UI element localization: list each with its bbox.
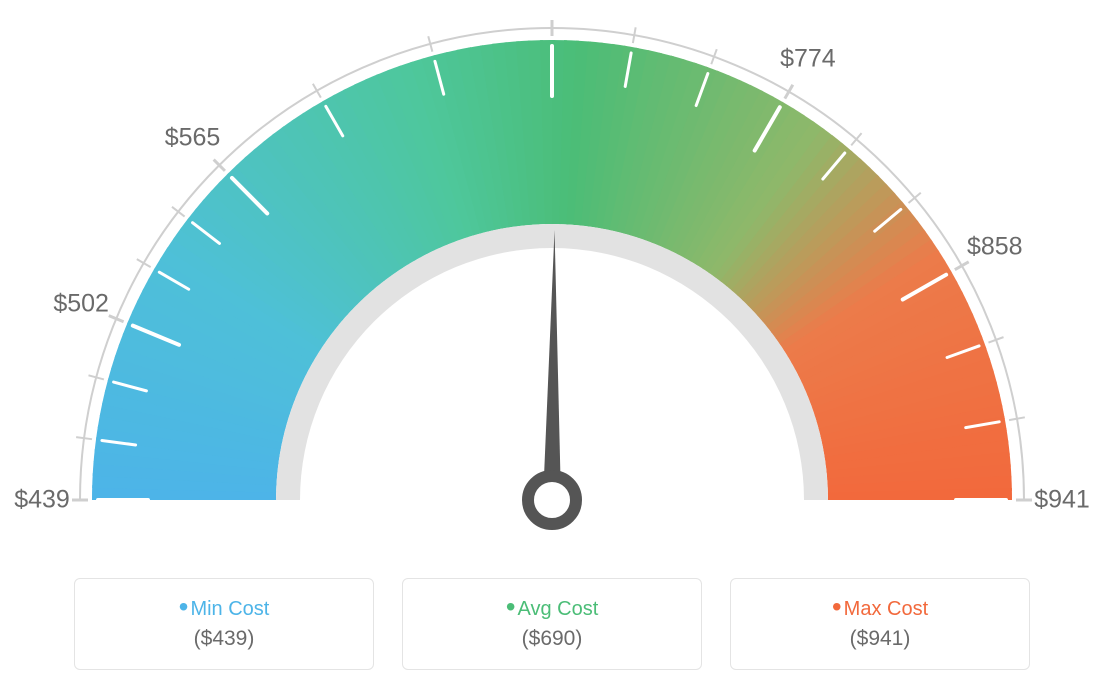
legend-title-max: • Max Cost [832,598,928,621]
legend-value-min: ($439) [194,627,255,651]
legend-label: Min Cost [190,598,269,621]
gauge-tick-label: $858 [967,232,1023,261]
legend-label: Max Cost [844,598,928,621]
gauge-tick-label: $502 [53,290,109,319]
legend-row: • Min Cost ($439) • Avg Cost ($690) • Ma… [0,578,1104,670]
legend-value-avg: ($690) [522,627,583,651]
cost-gauge-chart: • Min Cost ($439) • Avg Cost ($690) • Ma… [0,0,1104,690]
gauge-tick-label: $565 [165,124,221,153]
dot-icon: • [506,597,516,617]
legend-card-max: • Max Cost ($941) [730,578,1030,670]
legend-title-min: • Min Cost [179,598,270,621]
gauge-tick-label: $774 [780,44,836,73]
gauge-tick-label: $439 [14,486,70,515]
legend-title-avg: • Avg Cost [506,598,599,621]
legend-label: Avg Cost [518,598,599,621]
dot-icon: • [179,597,189,617]
legend-card-min: • Min Cost ($439) [74,578,374,670]
gauge-tick-label: $941 [1034,486,1090,515]
dot-icon: • [832,597,842,617]
gauge-tick-label: $690 [524,0,580,5]
legend-card-avg: • Avg Cost ($690) [402,578,702,670]
gauge-svg [0,0,1104,560]
legend-value-max: ($941) [850,627,911,651]
